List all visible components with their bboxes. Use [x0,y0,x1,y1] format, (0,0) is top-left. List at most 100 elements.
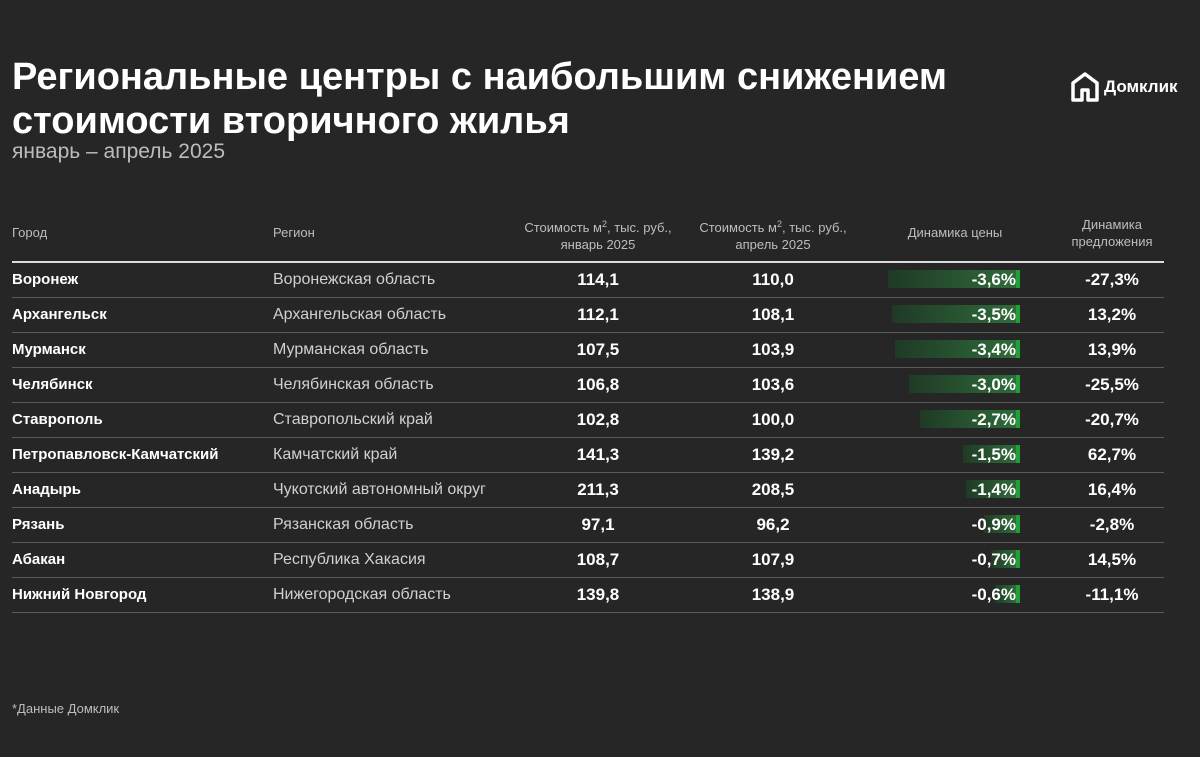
house-logo-icon [1071,72,1099,102]
jan-price-cell: 139,8 [576,585,620,604]
table-row: Ставрополь Ставропольский край 102,8 100… [0,403,1200,438]
apr-price-cell: 108,1 [751,305,795,324]
dynamics-cell: -3,0% [971,375,1016,394]
jan-price-cell: 211,3 [577,480,619,499]
table-row: Воронеж Воронежская область 114,1 110,0 … [0,263,1200,298]
row-divider [12,542,1164,543]
header-apr-sup: 2 [776,219,782,229]
dynamics-bar [991,550,1016,568]
dynamics-bar-accent [1016,550,1020,568]
table-body: Воронеж Воронежская область 114,1 110,0 … [0,263,1200,613]
city-cell: Анадырь [12,481,81,498]
apr-price-cell: 208,5 [751,480,795,499]
supply-cell: 13,2% [1087,305,1137,324]
jan-price-cell: 108,7 [576,550,620,569]
region-cell: Воронежская область [273,271,436,288]
supply-cell: 16,4% [1087,480,1137,499]
row-divider [12,402,1164,403]
supply-cell: -27,3% [1085,270,1139,289]
column-header-supply: Динамика предложения [1052,216,1172,250]
jan-price-cell: 141,3 [576,445,620,464]
header-jan-period: январь 2025 [560,237,636,252]
table-row: Нижний Новгород Нижегородская область 13… [0,578,1200,613]
header-apr-text: Стоимость м [699,220,777,235]
header-apr-text-end: , тыс. руб., [782,220,847,235]
supply-cell: -11,1% [1085,585,1139,604]
row-divider [12,367,1164,368]
table-row: Абакан Республика Хакасия 108,7 107,9 -0… [0,543,1200,578]
dynamics-bar-accent [1016,270,1020,288]
dynamics-bar [892,305,1016,323]
row-divider [12,472,1164,473]
supply-cell: -25,5% [1085,375,1139,394]
supply-cell: -20,7% [1085,410,1139,429]
header-jan-text: Стоимость м [524,220,602,235]
supply-cell: 14,5% [1087,550,1137,569]
column-header-apr: Стоимость м2, тыс. руб., апрель 2025 [683,216,863,253]
dynamics-bar-accent [1016,305,1020,323]
jan-price-cell: 114,1 [577,270,619,289]
region-cell: Челябинская область [273,376,434,393]
column-header-jan: Стоимость м2, тыс. руб., январь 2025 [508,216,688,253]
dynamics-cell: -2,7% [971,410,1016,429]
row-divider [12,332,1164,333]
table-row: Мурманск Мурманская область 107,5 103,9 … [0,333,1200,368]
dynamics-cell: -0,7% [971,550,1016,569]
domclick-logo: Домклик [1071,70,1178,104]
dynamics-bar-accent [1016,515,1020,533]
dynamics-bar [920,410,1016,428]
header-supply-line2: предложения [1071,234,1153,249]
apr-price-cell: 138,9 [751,585,795,604]
region-cell: Ставропольский край [273,411,433,428]
dynamics-cell: -1,5% [971,445,1016,464]
header-apr-period: апрель 2025 [735,237,811,252]
jan-price-cell: 97,1 [581,515,615,534]
dynamics-bar-accent [1016,480,1020,498]
supply-cell: -2,8% [1089,515,1135,534]
dynamics-bar [984,515,1016,533]
footnote: *Данные Домклик [12,701,120,716]
dynamics-bar-accent [1016,375,1020,393]
header-supply-line1: Динамика [1082,217,1142,232]
column-header-dynamics: Динамика цены [907,225,1003,240]
header-divider [12,261,1164,263]
supply-cell: 62,7% [1087,445,1137,464]
column-header-city: Город [12,225,48,240]
region-cell: Камчатский край [273,446,398,463]
region-cell: Республика Хакасия [273,551,426,568]
dynamics-bar-accent [1016,585,1020,603]
dynamics-bar [963,445,1016,463]
table-row: Петропавловск-Камчатский Камчатский край… [0,438,1200,473]
row-divider [12,507,1164,508]
dynamics-bar [995,585,1016,603]
dynamics-cell: -0,6% [971,585,1016,604]
dynamics-bar [888,270,1016,288]
city-cell: Челябинск [12,376,93,393]
city-cell: Архангельск [12,306,107,323]
table-row: Рязань Рязанская область 97,1 96,2 -0,9%… [0,508,1200,543]
logo-text: Домклик [1104,77,1178,96]
jan-price-cell: 102,8 [576,410,620,429]
dynamics-cell: -3,6% [971,270,1016,289]
table-row: Челябинск Челябинская область 106,8 103,… [0,368,1200,403]
apr-price-cell: 107,9 [751,550,795,569]
dynamics-bar [895,340,1016,358]
dynamics-bar-accent [1016,410,1020,428]
row-divider [12,577,1164,578]
apr-price-cell: 110,0 [752,270,794,289]
city-cell: Воронеж [12,271,79,288]
jan-price-cell: 112,1 [577,305,619,324]
dynamics-cell: -0,9% [971,515,1016,534]
apr-price-cell: 103,6 [751,375,795,394]
table-row: Анадырь Чукотский автономный округ 211,3… [0,473,1200,508]
dynamics-bar [909,375,1016,393]
jan-price-cell: 107,5 [576,340,620,359]
city-cell: Рязань [12,516,65,533]
jan-price-cell: 106,8 [576,375,620,394]
city-cell: Нижний Новгород [12,586,147,603]
dynamics-cell: -1,4% [971,480,1016,499]
city-cell: Абакан [12,551,66,568]
column-header-region: Регион [273,225,315,240]
dynamics-bar-accent [1016,445,1020,463]
apr-price-cell: 100,0 [751,410,795,429]
